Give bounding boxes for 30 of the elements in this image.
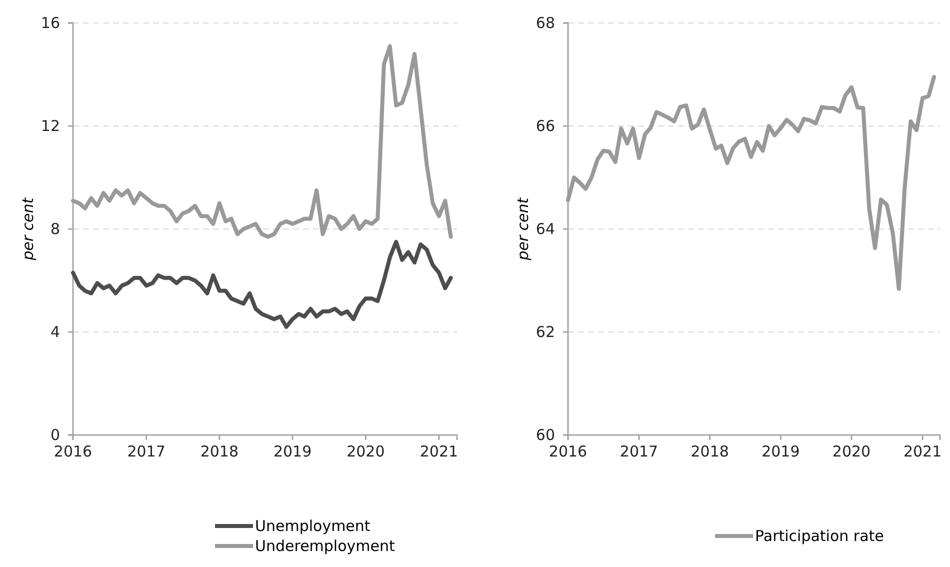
legend-label: Underemployment [255, 537, 396, 555]
y-tick-label: 12 [40, 116, 60, 135]
y-tick-label: 62 [536, 322, 555, 341]
x-tick-label: 2021 [903, 442, 942, 461]
x-tick-label: 2018 [690, 442, 729, 461]
y-tick-label: 68 [536, 14, 555, 32]
y-tick-label: 8 [50, 220, 60, 238]
x-tick-label: 2017 [620, 442, 658, 461]
line-series [71, 240, 453, 329]
y-tick-label: 0 [50, 426, 60, 444]
line-series [566, 75, 936, 291]
line-series [71, 44, 453, 239]
legend-label: Participation rate [755, 527, 884, 545]
x-tick-label: 2016 [54, 442, 92, 461]
x-tick-label: 2017 [127, 442, 166, 461]
y-axis-title: per cent [19, 196, 37, 262]
y-tick-label: 66 [536, 116, 555, 135]
x-tick-label: 2018 [200, 442, 239, 461]
y-tick-label: 60 [536, 426, 555, 444]
x-tick-label: 2016 [548, 442, 588, 461]
y-axis-title: per cent [514, 196, 532, 262]
y-tick-label: 16 [40, 14, 60, 32]
x-tick-label: 2019 [762, 442, 800, 461]
legend-label: Unemployment [255, 517, 370, 535]
y-tick-label: 64 [536, 220, 555, 238]
x-tick-label: 2020 [346, 442, 385, 461]
x-tick-label: 2019 [273, 442, 312, 461]
x-tick-label: 2021 [420, 442, 458, 461]
x-tick-label: 2020 [832, 442, 871, 461]
y-tick-label: 4 [50, 322, 60, 341]
